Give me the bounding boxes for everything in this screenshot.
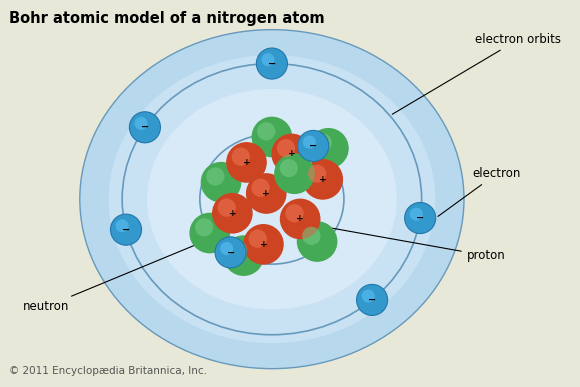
Text: −: − [309, 141, 317, 151]
Circle shape [271, 134, 312, 174]
Circle shape [190, 213, 230, 253]
Ellipse shape [147, 89, 397, 309]
Circle shape [280, 159, 298, 177]
Circle shape [297, 221, 338, 262]
Text: −: − [268, 58, 276, 68]
Text: +: + [319, 175, 327, 184]
Text: −: − [227, 247, 235, 257]
Text: +: + [260, 240, 267, 249]
Circle shape [223, 235, 264, 276]
Text: electron orbits: electron orbits [392, 33, 561, 114]
Circle shape [303, 135, 316, 149]
Circle shape [285, 204, 303, 223]
Circle shape [195, 218, 213, 236]
Circle shape [135, 117, 147, 130]
Circle shape [308, 164, 326, 183]
Circle shape [257, 122, 276, 140]
Text: +: + [242, 158, 251, 167]
Circle shape [298, 130, 329, 161]
Circle shape [215, 237, 246, 268]
Circle shape [206, 167, 224, 186]
Circle shape [246, 173, 287, 214]
Text: −: − [416, 213, 424, 223]
Text: neutron: neutron [23, 244, 197, 313]
Text: +: + [288, 149, 295, 158]
Ellipse shape [108, 55, 435, 343]
Circle shape [243, 224, 284, 265]
Circle shape [280, 199, 321, 239]
Circle shape [302, 159, 343, 200]
Text: Bohr atomic model of a nitrogen atom: Bohr atomic model of a nitrogen atom [9, 11, 325, 26]
Circle shape [226, 142, 267, 183]
Circle shape [308, 128, 349, 169]
Circle shape [251, 179, 270, 197]
Circle shape [229, 241, 247, 259]
Text: © 2011 Encyclopædia Britannica, Inc.: © 2011 Encyclopædia Britannica, Inc. [9, 366, 207, 376]
Circle shape [302, 227, 321, 245]
Circle shape [409, 207, 423, 221]
Text: −: − [141, 122, 149, 132]
Circle shape [249, 229, 267, 248]
Text: +: + [262, 189, 270, 198]
Circle shape [362, 289, 375, 303]
Ellipse shape [80, 30, 464, 369]
Circle shape [262, 53, 274, 66]
Text: −: − [368, 295, 376, 305]
Circle shape [277, 139, 295, 158]
Text: +: + [296, 214, 304, 223]
Circle shape [405, 202, 436, 234]
Text: electron: electron [438, 167, 521, 216]
Text: −: − [122, 225, 130, 235]
Circle shape [252, 116, 292, 158]
Circle shape [231, 147, 250, 166]
Circle shape [201, 162, 241, 202]
Circle shape [129, 112, 161, 143]
Text: +: + [229, 209, 236, 218]
Circle shape [274, 153, 315, 194]
Circle shape [314, 134, 332, 152]
Circle shape [212, 193, 253, 234]
Circle shape [218, 199, 236, 217]
Circle shape [256, 48, 288, 79]
Circle shape [110, 214, 142, 245]
Text: proton: proton [317, 226, 506, 262]
Circle shape [220, 242, 233, 255]
Circle shape [115, 219, 129, 232]
Circle shape [357, 284, 387, 315]
